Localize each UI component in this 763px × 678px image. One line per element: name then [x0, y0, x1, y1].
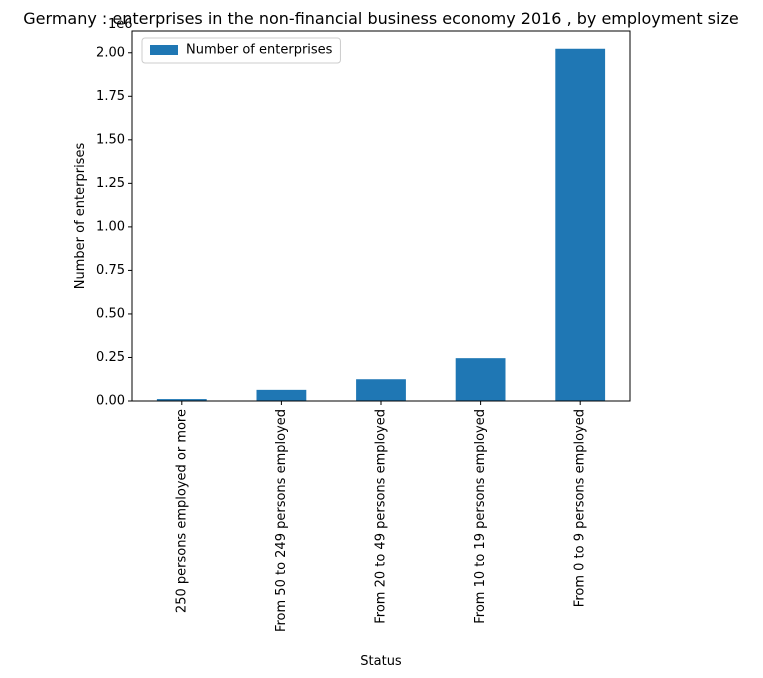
chart-title: Germany : enterprises in the non-financi…: [23, 9, 738, 28]
x-tick-label: From 50 to 249 persons employed: [274, 409, 289, 632]
y-axis-ticks: 0.00 0.25 0.50 0.75 1.00 1.25 1.50 1.75 2.00: [96, 45, 132, 409]
bar: [156, 399, 207, 401]
bar: [555, 48, 606, 401]
y-tick-label: 0.25: [96, 350, 125, 365]
x-tick-label: From 20 to 49 persons employed: [374, 409, 389, 624]
legend-label: Number of enterprises: [186, 43, 333, 58]
y-tick-label: 1.50: [96, 132, 125, 147]
bar: [356, 379, 406, 401]
x-tick-label: 250 persons employed or more: [174, 409, 189, 613]
plot-area-frame: [131, 30, 631, 402]
legend-swatch: [150, 45, 178, 55]
y-tick-label: 1.75: [96, 89, 125, 104]
bar: [455, 358, 506, 401]
y-axis-label: Number of enterprises: [73, 143, 88, 290]
bars-group: [156, 48, 606, 401]
bar: [256, 389, 307, 401]
y-tick-label: 1.00: [96, 219, 125, 234]
x-tick-label: From 0 to 9 persons employed: [573, 409, 588, 607]
y-tick-label: 1.25: [96, 176, 125, 191]
y-tick-label: 2.00: [96, 45, 125, 60]
y-tick-label: 0.50: [96, 306, 125, 321]
x-axis-ticks: 250 persons employed or more From 50 to 2…: [174, 401, 588, 632]
y-tick-label: 0.00: [96, 394, 125, 409]
x-axis-label: Status: [360, 654, 402, 669]
legend: Number of enterprises: [141, 37, 341, 64]
x-tick-label: From 10 to 19 persons employed: [473, 409, 488, 624]
legend-box: [141, 37, 341, 64]
y-axis-offset-label: 1e6: [108, 17, 133, 32]
y-tick-label: 0.75: [96, 263, 125, 278]
